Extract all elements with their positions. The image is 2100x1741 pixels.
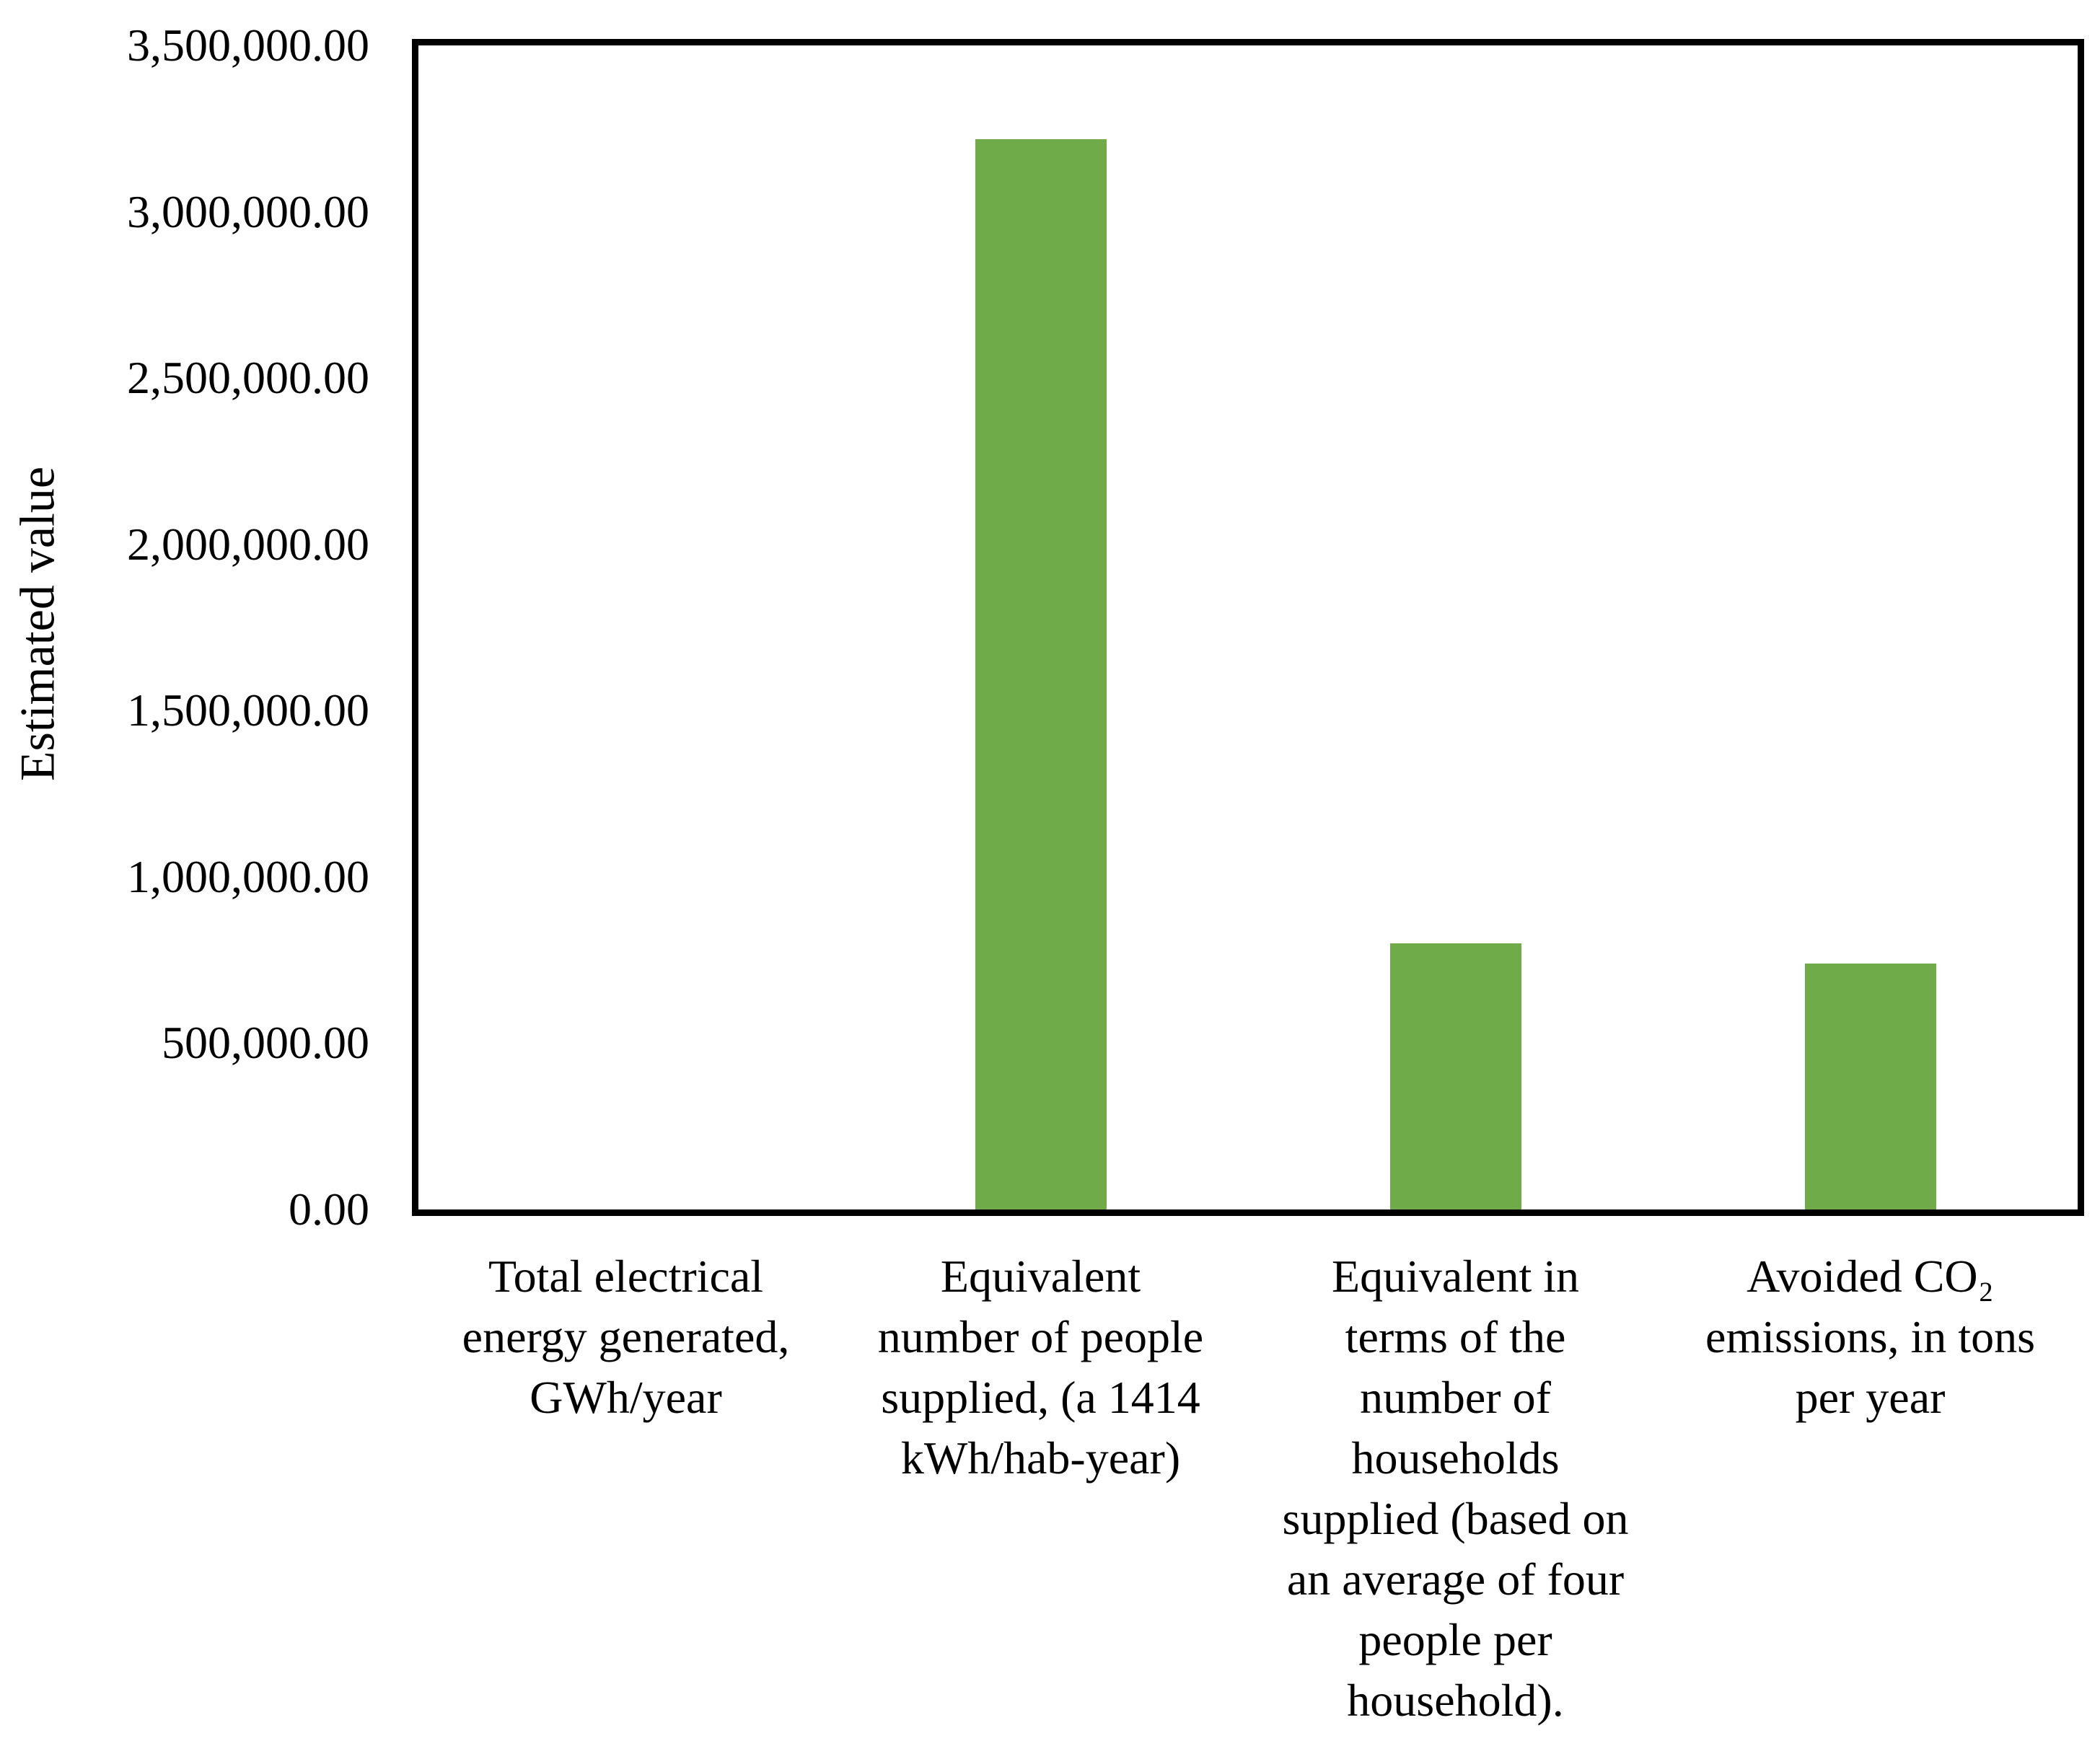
bar <box>1389 943 1521 1209</box>
x-category-label: Avoided CO₂ emissions, in tons per year <box>1705 1251 2035 1423</box>
bar <box>975 139 1107 1209</box>
x-category-label: Equivalent in terms of the number of hou… <box>1282 1251 1629 1726</box>
y-tick-label: 500,000.00 <box>162 1017 369 1069</box>
x-category-label: Equivalent number of people supplied, (a… <box>877 1251 1204 1484</box>
y-tick-label: 2,500,000.00 <box>127 352 369 404</box>
y-tick-label: 3,500,000.00 <box>127 19 369 71</box>
bar <box>1804 964 1936 1209</box>
y-tick-label: 1,500,000.00 <box>127 684 369 736</box>
y-tick-label: 0.00 <box>289 1184 369 1235</box>
y-tick-label: 1,000,000.00 <box>127 850 369 902</box>
y-tick-label: 2,000,000.00 <box>127 518 369 570</box>
y-tick-label: 3,000,000.00 <box>127 185 369 237</box>
x-category-label: Total electrical energy generated, GWh/y… <box>462 1251 790 1423</box>
